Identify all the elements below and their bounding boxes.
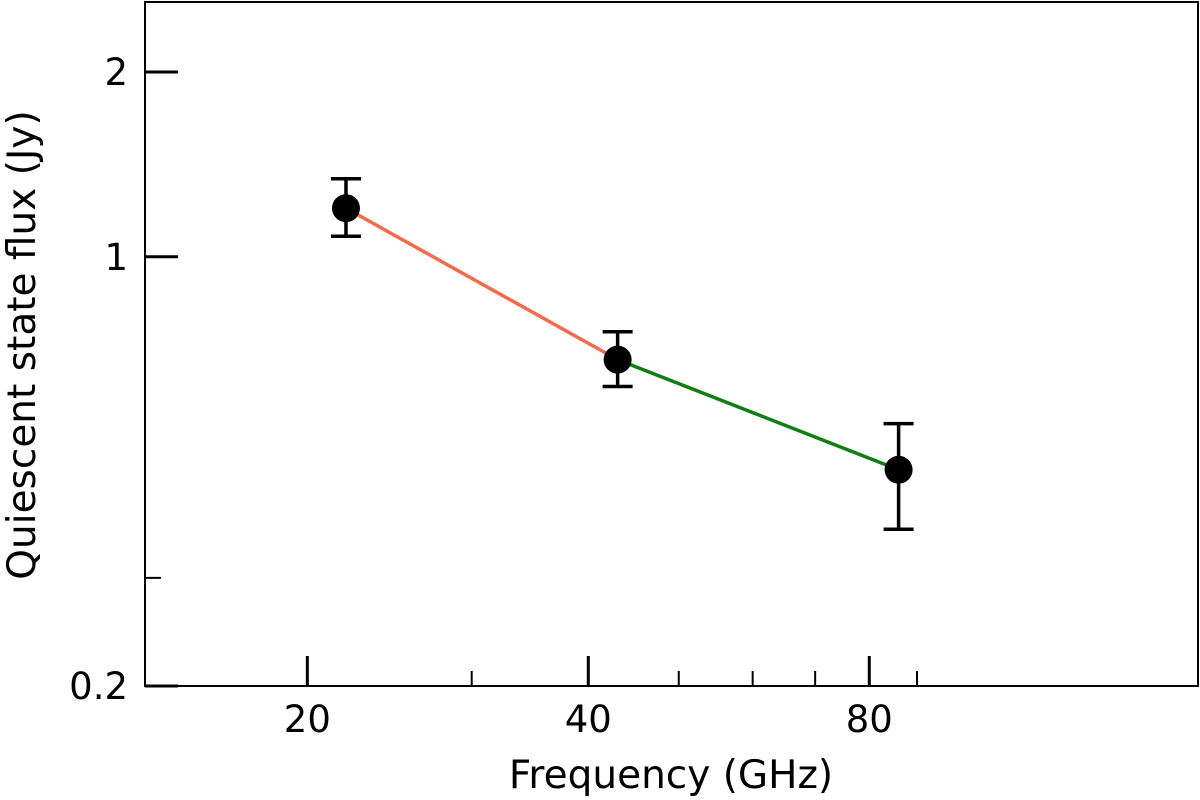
y-axis-ticks bbox=[145, 70, 178, 688]
y-tick-label: 2 bbox=[104, 51, 128, 94]
data-markers bbox=[331, 194, 913, 484]
fit-segment bbox=[616, 358, 900, 472]
plot-area-frame bbox=[144, 1, 1199, 687]
y-tick-label: 0.2 bbox=[69, 665, 128, 708]
data-point bbox=[331, 194, 360, 223]
y-axis-tick-labels: 0.2 1 2 bbox=[69, 51, 128, 708]
x-tick-label: 80 bbox=[846, 698, 893, 741]
y-tick-label: 1 bbox=[104, 236, 128, 279]
data-point bbox=[884, 455, 913, 484]
x-tick-label: 40 bbox=[565, 698, 612, 741]
data-point bbox=[603, 345, 632, 374]
x-tick-label: 20 bbox=[284, 698, 331, 741]
x-axis-ticks bbox=[305, 656, 919, 686]
x-axis-label: Frequency (GHz) bbox=[509, 753, 833, 798]
y-axis-label: Quiescent state flux (Jy) bbox=[0, 110, 45, 579]
spectral-fit-lines bbox=[345, 206, 900, 472]
x-axis-tick-labels: 20 40 80 bbox=[284, 698, 893, 741]
fit-segment bbox=[345, 206, 619, 362]
